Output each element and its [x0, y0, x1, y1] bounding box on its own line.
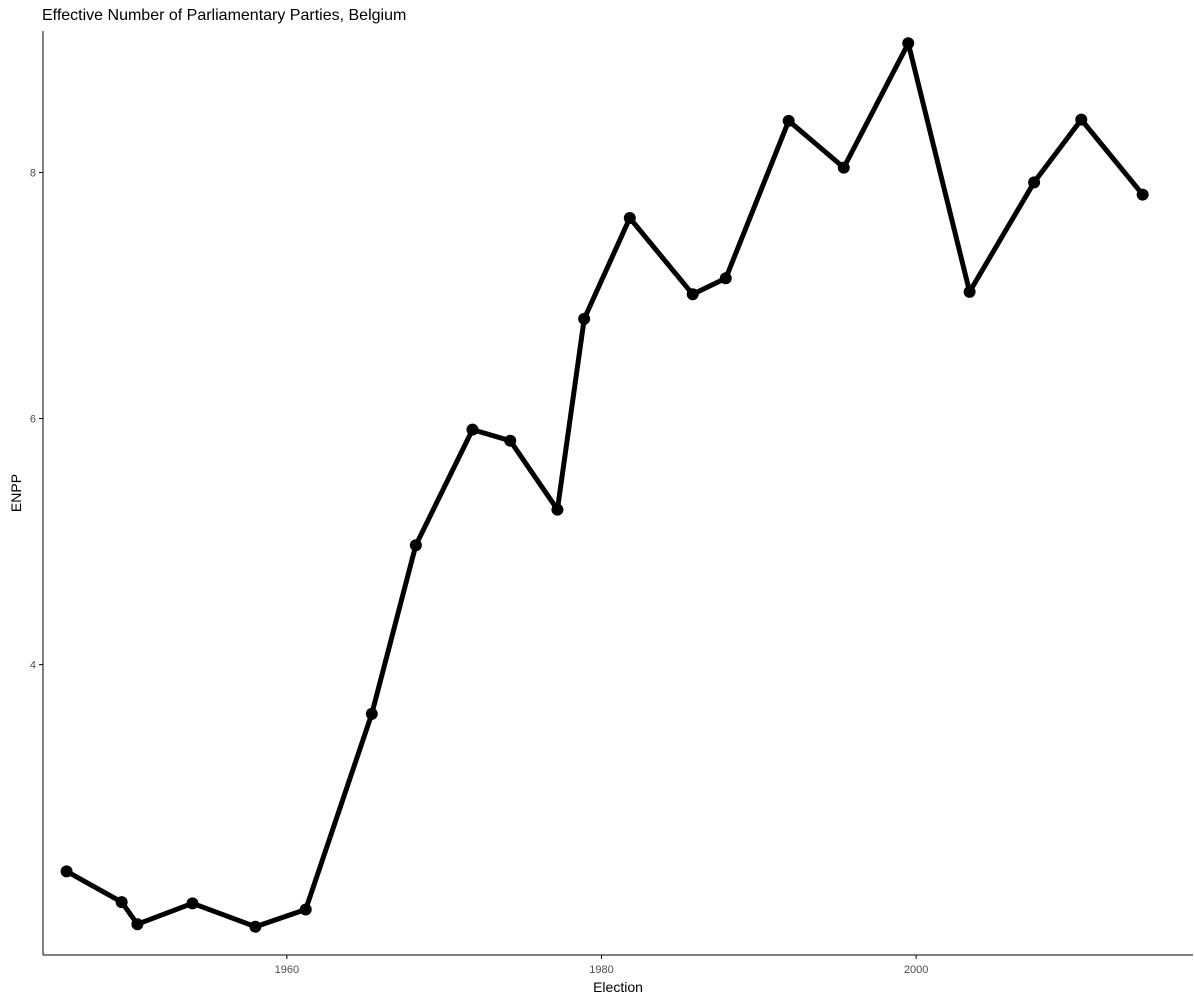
data-point: [115, 896, 128, 909]
data-point: [1136, 188, 1149, 201]
series-layer: [60, 37, 1149, 933]
data-point: [1028, 176, 1041, 189]
data-point: [186, 897, 199, 910]
x-axis-label: Election: [593, 979, 643, 995]
y-tick-label: 8: [30, 167, 36, 179]
data-point: [1075, 113, 1088, 126]
data-point: [365, 707, 378, 720]
x-axis-ticks: 1960 1980 2000: [275, 955, 928, 976]
y-tick-label: 6: [30, 414, 36, 426]
data-point: [719, 272, 732, 285]
data-point: [782, 114, 795, 127]
data-point: [299, 903, 312, 916]
data-point: [902, 37, 915, 50]
data-point: [623, 212, 636, 225]
data-point: [963, 285, 976, 298]
data-point: [60, 865, 73, 878]
y-axis-ticks: 4 6 8: [30, 167, 43, 672]
series-line: [64, 40, 1146, 930]
data-point: [551, 503, 564, 516]
chart-title: Effective Number of Parliamentary Partie…: [42, 7, 406, 24]
data-point: [409, 539, 422, 552]
data-point: [466, 423, 479, 436]
y-tick-label: 4: [30, 660, 36, 672]
y-axis-label: ENPP: [8, 474, 24, 512]
data-point: [131, 918, 144, 931]
x-tick-label: 2000: [904, 964, 928, 976]
x-tick-label: 1980: [589, 964, 613, 976]
data-point: [837, 161, 850, 174]
data-point: [686, 288, 699, 301]
data-point: [249, 920, 262, 933]
data-point: [504, 434, 517, 447]
data-point: [578, 312, 591, 325]
x-tick-label: 1960: [275, 964, 299, 976]
